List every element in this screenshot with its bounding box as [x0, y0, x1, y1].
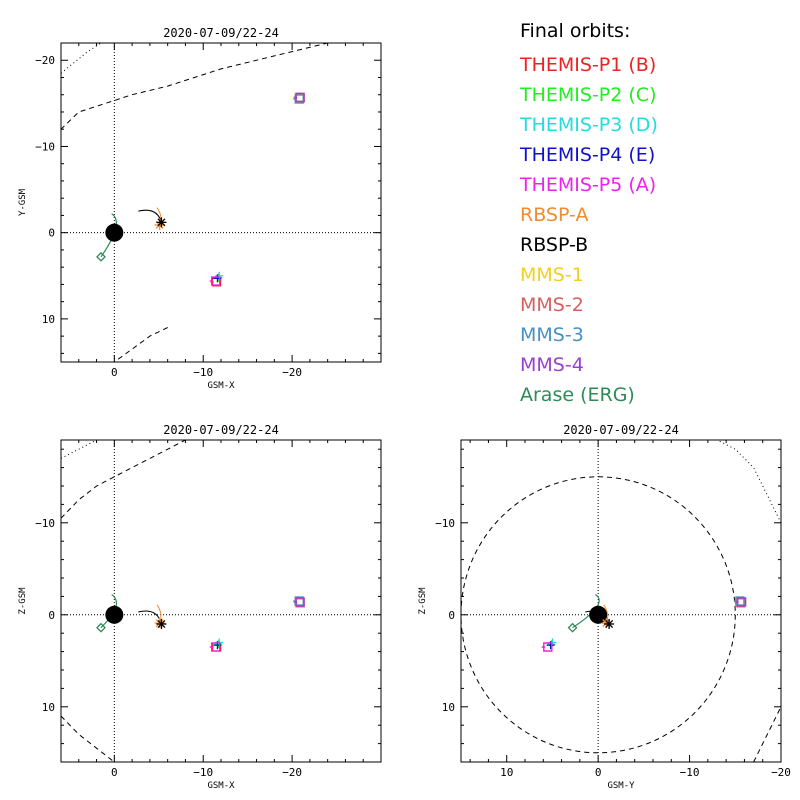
legend-item: THEMIS-P4 (E): [520, 144, 656, 166]
marker-themis-p5-a: [209, 642, 221, 652]
marker-rbsp-b: [156, 217, 167, 228]
marker-mms-3: [733, 596, 745, 606]
marker-mms-4: [294, 92, 305, 102]
legend-item: MMS-2: [520, 294, 584, 316]
y-axis-label: Y-GSM: [18, 188, 28, 216]
x-axis-label: GSM-X: [207, 381, 235, 391]
marker-mms-4: [294, 597, 305, 607]
x-tick-label: −10: [680, 766, 700, 779]
x-tick-label: 10: [500, 766, 513, 779]
y-tick-label: 0: [48, 609, 55, 622]
corner-dotted-curve: [61, 43, 102, 74]
axis-ticks: [461, 440, 782, 763]
y-axis-label: Z-GSM: [18, 587, 28, 615]
x-tick-label: 0: [111, 766, 118, 779]
plot-area: [61, 43, 381, 362]
y-tick-label: −20: [35, 54, 55, 67]
panel-2: 0 −10 −20 −10 0 10 2020-07-09/22-24 GSM-X Z-GSM: [18, 423, 382, 791]
y-tick-label: 10: [42, 701, 55, 714]
boundary-curve-upper: [753, 706, 781, 762]
legend-item: Arase (ERG): [520, 384, 635, 406]
y-tick-label: −10: [35, 140, 55, 153]
y-tick-label: 0: [448, 609, 455, 622]
y-axis-label: Z-GSM: [418, 587, 428, 615]
panel-3: 10 0 −10 −20 −10 0 10 2020-07-09/22-24 GSM-Y Z-GS…: [418, 423, 791, 791]
plot-frame: [60, 439, 382, 763]
marker-mms-4: [735, 597, 747, 607]
legend-item: RBSP-A: [520, 204, 589, 226]
y-tick-label: 0: [48, 227, 55, 240]
legend-item: MMS-3: [520, 324, 584, 346]
y-tick-label: 10: [42, 313, 55, 326]
plot-frame: [460, 439, 782, 763]
legend-item: THEMIS-P2 (C): [520, 84, 657, 106]
y-tick-label: −10: [435, 517, 455, 530]
earth-icon: [105, 223, 124, 242]
panel-1: 0 −10 −20 −20 −10 0 10 2020-07-09/22-24 GSM-X Y-G…: [18, 26, 382, 391]
legend: THEMIS-P1 (B) THEMIS-P2 (C) THEMIS-P3 (D) T…: [520, 50, 658, 410]
corner-dotted-curve: [61, 440, 97, 459]
x-tick-label: 0: [111, 366, 118, 379]
plot-area: [461, 440, 781, 762]
x-tick-label: −20: [771, 766, 791, 779]
marker-themis-p2-c: [214, 640, 223, 649]
legend-item: RBSP-B: [520, 234, 589, 256]
earth-icon: [589, 605, 608, 624]
y-tick-label: 10: [442, 701, 455, 714]
x-tick-label: −20: [282, 366, 302, 379]
boundary-curve-upper: [61, 43, 330, 130]
legend-title: Final orbits:: [520, 20, 631, 42]
boundary-curve-lower: [114, 327, 168, 362]
earth-icon: [105, 605, 124, 624]
axis-ticks: [60, 42, 382, 362]
marker-arase-erg: [567, 622, 578, 633]
marker-themis-p5-a: [209, 276, 221, 286]
marker-arase-erg: [96, 251, 106, 262]
boundary-curve-lower: [716, 440, 781, 524]
marker-arase-erg: [96, 622, 106, 633]
chart-title: 2020-07-09/22-24: [163, 423, 279, 437]
x-axis-label: GSM-Y: [607, 781, 635, 791]
chart-title: 2020-07-09/22-24: [163, 26, 279, 40]
marker-rbsp-b: [604, 619, 615, 629]
legend-item: THEMIS-P1 (B): [520, 54, 657, 76]
plot-frame: [60, 42, 382, 363]
legend-item: MMS-4: [520, 354, 584, 376]
plot-area: [61, 440, 381, 762]
x-axis-label: GSM-X: [207, 781, 235, 791]
legend-item: THEMIS-P5 (A): [520, 174, 657, 196]
x-tick-label: −20: [282, 766, 302, 779]
y-tick-label: −10: [35, 517, 55, 530]
legend-item: MMS-1: [520, 264, 584, 286]
x-tick-label: −10: [193, 366, 213, 379]
x-tick-label: −10: [193, 766, 213, 779]
marker-themis-p5-a: [541, 642, 553, 652]
x-tick-label: 0: [595, 766, 602, 779]
legend-item: THEMIS-P3 (D): [520, 114, 658, 136]
marker-rbsp-b: [156, 619, 167, 629]
axis-ticks: [60, 440, 382, 763]
boundary-curve-upper: [61, 715, 115, 762]
boundary-curve-lower: [61, 440, 186, 519]
chart-title: 2020-07-09/22-24: [563, 423, 679, 437]
rbsp-b-track: [138, 209, 162, 223]
